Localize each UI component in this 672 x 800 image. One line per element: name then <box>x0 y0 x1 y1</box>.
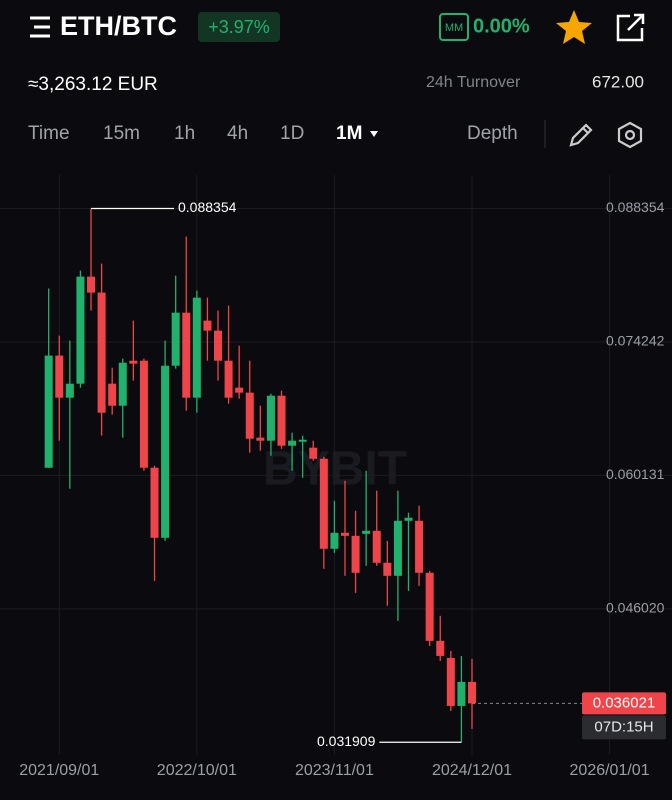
candle-body <box>235 387 244 393</box>
watermark: BYBIT <box>263 443 407 496</box>
change: +3.97% <box>208 17 270 37</box>
tab[interactable]: 1D <box>280 123 304 144</box>
y-tick-label: 0.088354 <box>606 199 665 215</box>
candle-body <box>351 535 360 573</box>
candle-body <box>182 312 191 398</box>
pencil <box>569 123 593 147</box>
candle-body <box>108 383 117 406</box>
draw-icon[interactable] <box>569 123 593 147</box>
candle-body <box>245 392 254 439</box>
candle-body <box>76 276 85 384</box>
share-box <box>616 14 644 42</box>
candle-body <box>362 530 371 534</box>
x-tick-label: 2024/12/01 <box>432 762 512 779</box>
candle-body <box>298 439 307 442</box>
candle-body <box>256 437 265 441</box>
stat-label: 24h Turnover <box>426 74 521 91</box>
dropdown-caret <box>370 131 378 137</box>
hexagon-center <box>624 129 636 141</box>
candle-body <box>97 292 106 413</box>
stat-value: 672.00 <box>592 72 644 91</box>
tab[interactable]: 1h <box>174 123 195 144</box>
candle-body <box>139 360 148 468</box>
candle-body <box>161 365 170 538</box>
pair[interactable]: ETH/BTC <box>60 11 177 41</box>
candle-body <box>288 440 297 446</box>
candle-body <box>171 312 180 366</box>
candle-body <box>150 467 159 538</box>
mm-value: 0.00% <box>473 15 530 37</box>
candle-body <box>404 517 413 521</box>
x-tick-label: 2021/09/01 <box>19 762 99 779</box>
candle-body <box>372 530 381 563</box>
candle-body <box>330 532 339 549</box>
chart: BYBIT 2021/09/01 2022/10/01 2023/11/01 2024/… <box>0 175 672 779</box>
mm-badge <box>439 13 469 41</box>
hexagon <box>617 121 643 149</box>
candle-body <box>203 320 212 331</box>
candle-body <box>65 383 74 398</box>
last-price-label: 0.036021 <box>593 694 656 711</box>
candle-body <box>467 681 476 704</box>
tab[interactable]: 15m <box>103 123 140 144</box>
candle-body <box>446 657 455 706</box>
annotation-label: 0.031909 <box>317 733 376 749</box>
candle-body <box>118 362 127 406</box>
x-tick-label: 2026/01/01 <box>570 762 650 779</box>
candle-body <box>436 640 445 656</box>
share-icon[interactable] <box>616 13 645 42</box>
candle-body <box>55 355 64 398</box>
candle-body <box>457 681 466 706</box>
candle-body <box>415 520 424 573</box>
candle-body <box>393 520 402 576</box>
star-icon[interactable] <box>556 10 592 44</box>
tab[interactable]: Time <box>28 123 70 144</box>
candle-body <box>340 532 349 536</box>
annotation-label: 0.088354 <box>178 199 237 215</box>
x-tick-label: 2022/10/01 <box>157 762 237 779</box>
candle-body <box>44 355 53 468</box>
tabs: Time 15m 1h 4h 1D 1M Depth <box>28 123 518 144</box>
candle-body <box>383 562 392 576</box>
change-badge <box>198 12 280 42</box>
candle-body <box>266 395 275 441</box>
candle-body <box>192 297 201 398</box>
countdown: 07D:15H <box>594 718 653 735</box>
settings-icon[interactable] <box>617 121 643 149</box>
y-tick-label: 0.060131 <box>606 466 665 482</box>
candle-body <box>309 447 318 459</box>
share-arrow <box>627 13 645 31</box>
menu-icon[interactable] <box>30 16 50 38</box>
tab[interactable]: Depth <box>467 123 518 144</box>
candle-body <box>425 572 434 641</box>
candle-body <box>277 395 286 446</box>
candle-body <box>87 276 96 293</box>
mm-label: MM <box>445 22 463 34</box>
y-tick-label: 0.074242 <box>606 333 665 349</box>
y-tick-label: 0.046020 <box>606 600 665 616</box>
candle-body <box>214 330 223 361</box>
countdown-box <box>582 715 666 740</box>
tab[interactable]: 4h <box>227 123 248 144</box>
last-price-box <box>582 692 666 715</box>
candle-body <box>224 360 233 398</box>
price-eur: ≈3,263.12 EUR <box>28 74 158 95</box>
candle-body <box>129 360 138 364</box>
candle-body <box>319 458 328 549</box>
x-tick-label: 2023/11/01 <box>295 762 374 779</box>
tab[interactable]: 1M <box>336 123 362 144</box>
